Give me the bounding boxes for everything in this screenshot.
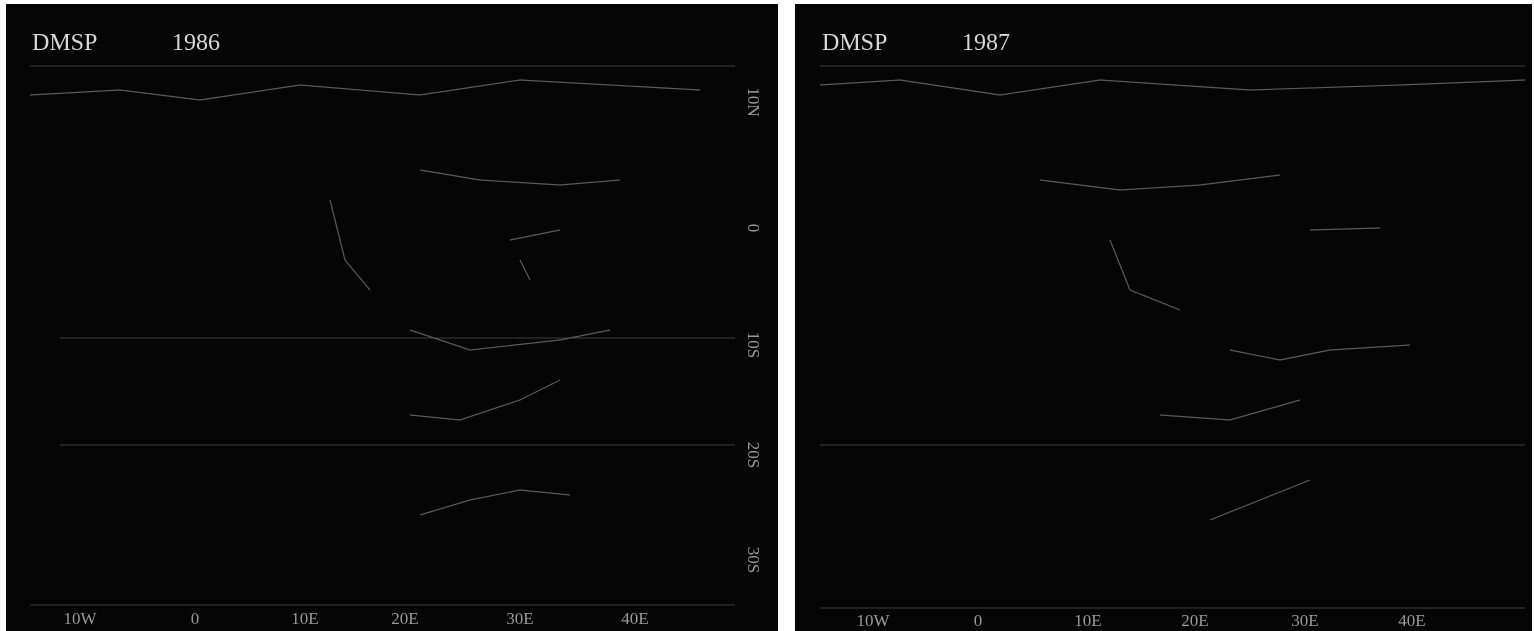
panel-year: 1987 <box>962 30 1010 56</box>
lon-label: 30E <box>506 609 533 628</box>
panel-1986 <box>6 4 778 631</box>
lon-label: 10E <box>291 609 318 628</box>
panel-year: 1986 <box>172 30 220 56</box>
lon-label: 0 <box>974 611 983 630</box>
panel-title: DMSP <box>32 30 97 56</box>
lon-label: 30E <box>1291 611 1318 630</box>
lat-label: 10S <box>744 332 763 358</box>
lat-label: 0 <box>744 224 763 233</box>
lon-label: 40E <box>1398 611 1425 630</box>
lat-label: 10N <box>744 87 763 116</box>
lon-label: 10W <box>856 611 890 630</box>
page: DMSP 1986 DMSP 1987 10W 0 10E 20E 30E 40E 10N 0… <box>0 0 1534 631</box>
lon-label: 10E <box>1074 611 1101 630</box>
lon-label: 20E <box>1181 611 1208 630</box>
lon-label: 10W <box>63 609 97 628</box>
lon-label: 40E <box>621 609 648 628</box>
lon-label: 0 <box>191 609 200 628</box>
lat-label: 30S <box>744 547 763 573</box>
panel-1987 <box>795 4 1532 631</box>
screenshot: DMSP 1986 DMSP 1987 10W 0 10E 20E 30E 40E 10N 0… <box>0 0 1534 631</box>
panel-title: DMSP <box>822 30 887 56</box>
lon-label: 20E <box>391 609 418 628</box>
lat-label: 20S <box>744 442 763 468</box>
